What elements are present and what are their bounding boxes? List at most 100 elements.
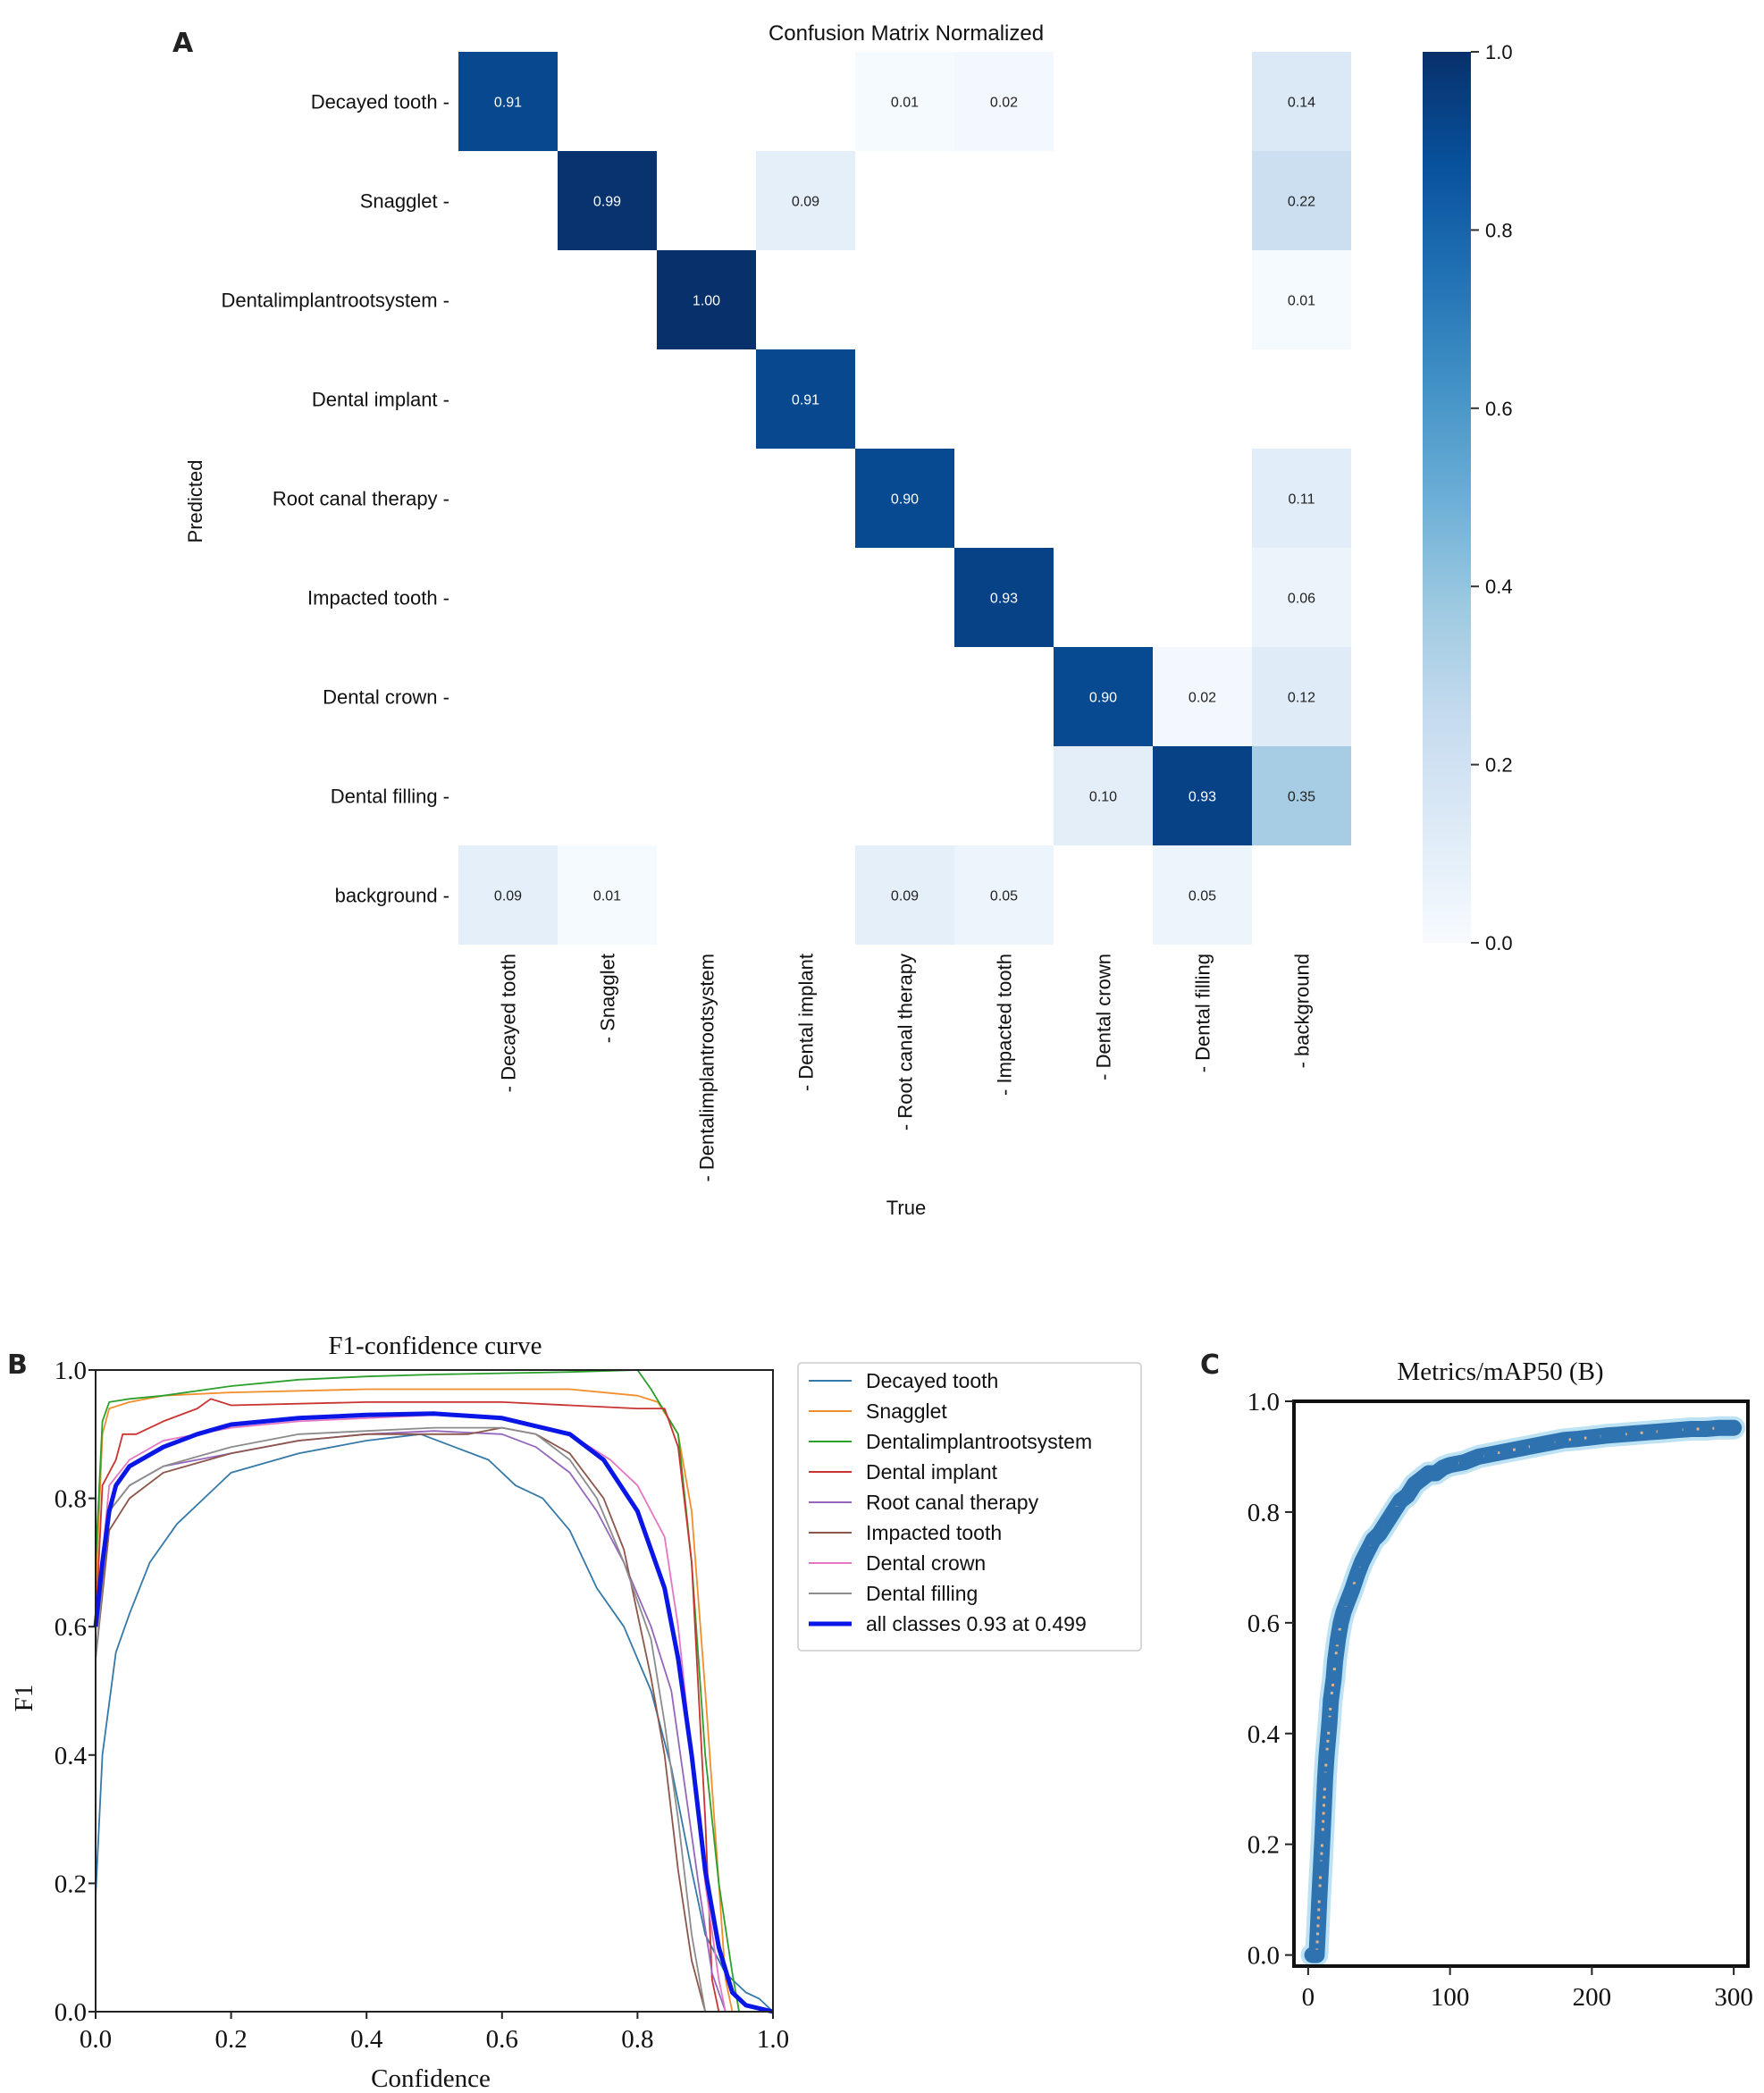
data-point [1381,1517,1392,1529]
x-tick-label: 1.0 [757,2025,789,2054]
colorbar-tick-label: 1.0 [1485,41,1513,63]
cell-value-label: 0.01 [891,96,919,111]
data-point [1325,1694,1337,1706]
data-point [1357,1556,1368,1568]
data-point [1316,1833,1328,1845]
y-tick-label: 0.0 [1247,1942,1280,1971]
legend: Decayed tooth Snagglet Dentalimplantrootsy… [797,1362,1142,1652]
heatmap-cell [1252,647,1351,746]
heatmap-cell [1054,647,1153,746]
data-point [1321,1750,1332,1761]
y-tick-label: 0.4 [55,1742,88,1770]
series-line [95,1369,740,2013]
legend-entry: Dentalimplantrootsystem [866,1430,1092,1453]
cell-value-label: 0.09 [792,195,819,210]
row-label: Dental implant - [312,389,449,411]
confusion-matrix: Confusion Matrix Normalized True Predict… [184,21,1513,1219]
x-tick-label: 0 [1302,1983,1315,2012]
heatmap-cell [458,52,558,151]
cell-value-label: 0.14 [1288,96,1315,111]
y-tick-label: 1.0 [55,1357,87,1385]
cell-value-label: 0.10 [1089,790,1117,805]
chart-title: F1-confidence curve [328,1332,542,1360]
heatmap-cell [954,52,1054,151]
y-tick-label: 0.2 [55,1870,87,1898]
colorbar-tick-label: 0.8 [1485,219,1513,241]
cell-value-label: 0.01 [593,889,621,904]
heatmap-cell [954,845,1054,945]
data-point [1586,1432,1598,1443]
data-point [1362,1545,1373,1557]
cell-value-label: 0.05 [990,889,1018,904]
heatmap-cells: 0.91 0.01 0.02 0.14 0.99 0.09 0.22 1.00 0.01 0.91… [221,52,1351,1182]
column-label: - Dental implant [795,954,818,1091]
data-point [1572,1433,1583,1445]
y-tick-label: 0.8 [55,1485,87,1514]
data-point [1338,1606,1349,1618]
row-label: Dental filling - [331,786,449,808]
legend-entry: Root canal therapy [866,1491,1039,1514]
f1-confidence-chart: F1-confidence curve Confidence F1 0.0 0.2… [10,1332,1142,2093]
column-label: - background [1291,954,1314,1068]
row-label: Root canal therapy - [273,488,449,510]
heatmap-cell [1153,746,1252,845]
colorbar-tick-label: 0.0 [1485,932,1513,954]
data-point [1330,1656,1341,1668]
data-point [1685,1423,1697,1434]
row-label: Decayed tooth - [311,91,449,113]
series-glow [1300,1416,1746,1967]
series-smoothed [1312,1426,1735,1957]
plot-frame [1292,1400,1750,1968]
heatmap-cell [855,845,954,945]
cell-value-label: 0.93 [1189,790,1216,805]
data-point [1543,1437,1555,1449]
data-point [1402,1490,1413,1501]
data-point [1314,1888,1325,1900]
heatmap-cell [1252,449,1351,548]
cell-value-label: 1.00 [693,294,720,309]
y-axis-label: Predicted [184,460,206,543]
heatmap-cell [954,548,1054,647]
data-point [1600,1430,1612,1442]
legend-entry: Dental implant [866,1460,998,1484]
legend-box [797,1362,1142,1652]
data-point [1352,1568,1364,1579]
chart-title: Confusion Matrix Normalized [769,21,1044,46]
heatmap-cell [1252,548,1351,647]
x-tick-label: 0.8 [621,2025,653,2054]
cell-value-label: 0.99 [593,195,621,210]
x-tick-label: 200 [1573,1983,1612,2012]
cell-value-label: 0.12 [1288,691,1315,706]
cell-value-label: 0.06 [1288,592,1315,607]
map50-chart: Metrics/mAP50 (B) 0 100 200 300 0.0 0.2 0.4 0.6… [1247,1358,1753,2012]
column-label: - Root canal therapy [895,954,917,1131]
cell-value-label: 0.09 [891,889,919,904]
heatmap-cell [756,349,855,449]
cell-value-label: 0.35 [1288,790,1315,805]
data-point [1529,1440,1541,1451]
legend-entry: all classes 0.93 at 0.499 [866,1612,1087,1635]
series-line [95,1426,707,2013]
y-tick-label: 0.0 [55,1998,87,2027]
row-label: Impacted tooth - [307,587,449,609]
x-tick-label: 0.4 [350,2025,383,2054]
panel-letter-b: B [7,1349,28,1381]
series-line [95,1433,774,2013]
y-tick-label: 0.6 [1247,1610,1280,1638]
column-label: - Dental crown [1093,954,1115,1080]
legend-entry: Snagglet [866,1400,947,1423]
series-line [95,1430,727,2013]
data-point [1342,1595,1354,1607]
y-tick-label: 0.6 [55,1613,87,1642]
data-point [1657,1425,1668,1437]
heatmap-cell [558,151,657,250]
data-point [1335,1617,1347,1628]
data-point [1558,1434,1569,1446]
cell-value-label: 0.93 [990,592,1018,607]
heatmap-cell [855,52,954,151]
cell-value-label: 0.22 [1288,195,1315,210]
data-point [1700,1423,1711,1434]
colorbar-gradient [1423,52,1471,943]
cell-value-label: 0.90 [891,492,919,508]
